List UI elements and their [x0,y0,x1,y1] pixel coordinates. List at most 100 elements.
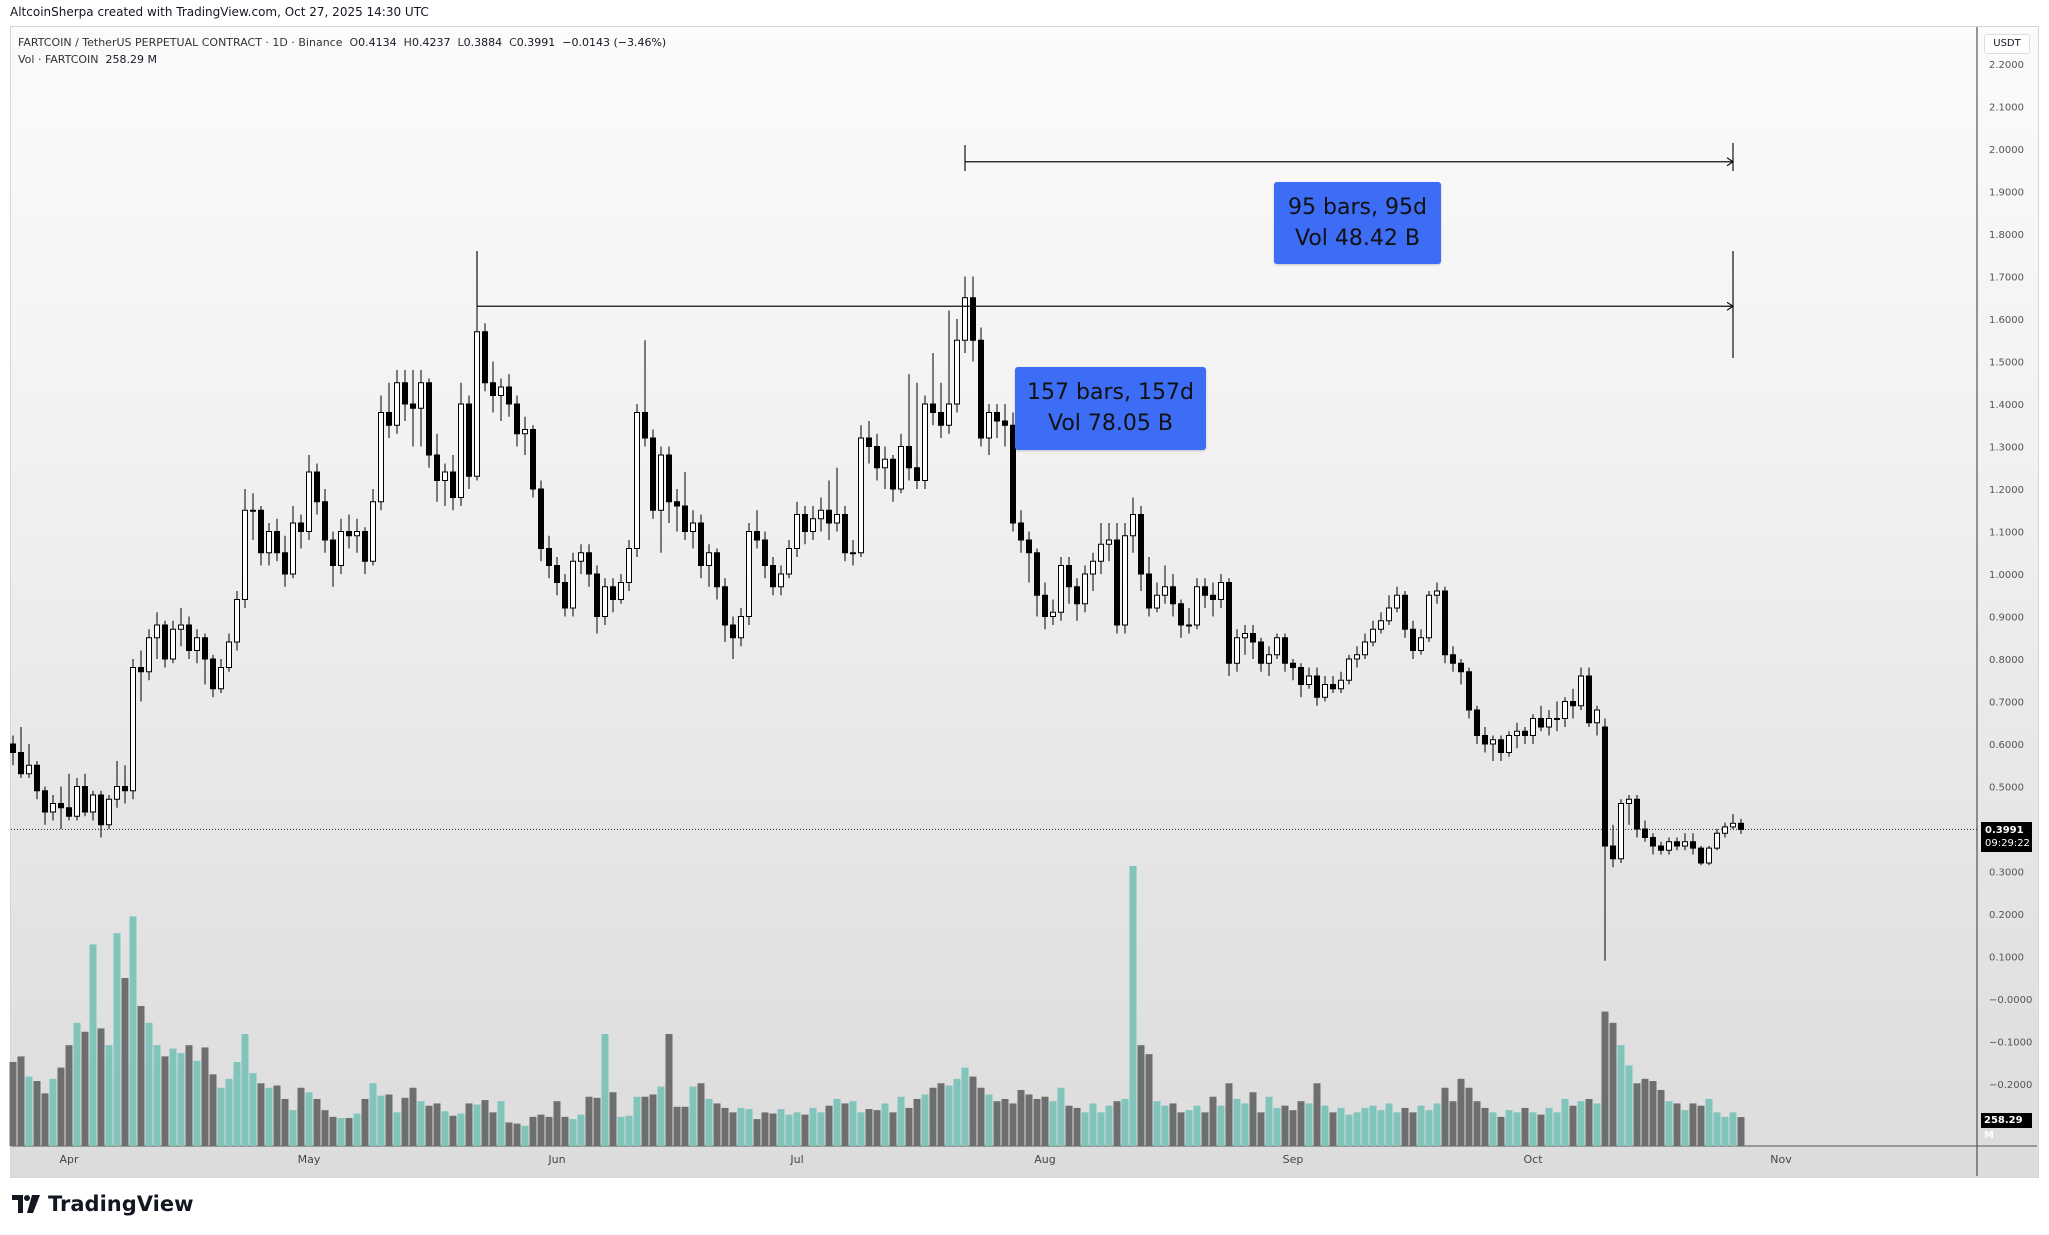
candle-up[interactable] [1082,573,1088,605]
candle-down[interactable] [1410,628,1416,651]
candle-down[interactable] [714,552,720,588]
candle-down[interactable] [1170,586,1176,605]
candle-down[interactable] [162,624,168,660]
candle-down[interactable] [330,539,336,566]
candle-down[interactable] [482,331,488,384]
candle-down[interactable] [874,446,880,469]
candle-down[interactable] [642,412,648,439]
candle-up[interactable] [1386,607,1392,622]
candle-up[interactable] [1394,594,1400,609]
candle-up[interactable] [1234,637,1240,664]
candle-up[interactable] [1682,841,1688,847]
candle-down[interactable] [938,412,944,426]
candle-down[interactable] [1146,573,1152,609]
candle-down[interactable] [10,743,16,753]
candle-up[interactable] [1338,679,1344,690]
candle-up[interactable] [1514,730,1520,736]
candle-down[interactable] [1042,594,1048,617]
candle-down[interactable] [1458,662,1464,673]
candle-up[interactable] [1098,543,1104,562]
candle-up[interactable] [146,637,152,673]
candle-down[interactable] [666,454,672,503]
candle-down[interactable] [1210,594,1216,600]
candle-up[interactable] [354,531,360,537]
candle-down[interactable] [1698,847,1704,864]
candle-up[interactable] [522,429,528,435]
candle-down[interactable] [546,548,552,566]
candle-up[interactable] [618,582,624,600]
candle-down[interactable] [1442,590,1448,656]
candle-up[interactable] [194,637,200,651]
candle-down[interactable] [1450,654,1456,664]
currency-selector[interactable]: USDT [1984,34,2030,54]
candle-up[interactable] [1154,594,1160,609]
candle-up[interactable] [178,624,184,630]
candle-down[interactable] [682,505,688,532]
candle-up[interactable] [1418,637,1424,651]
candle-down[interactable] [490,382,496,396]
volume-label[interactable]: Vol · FARTCOIN [18,53,99,66]
candle-up[interactable] [922,403,928,481]
candle-down[interactable] [122,786,128,792]
candle-up[interactable] [1370,628,1376,643]
candle-up[interactable] [850,552,856,555]
candle-down[interactable] [1074,586,1080,605]
candle-up[interactable] [1706,847,1712,864]
candle-up[interactable] [818,509,824,520]
candle-down[interactable] [1674,841,1680,847]
candle-up[interactable] [786,548,792,575]
candle-down[interactable] [202,637,208,660]
candle-down[interactable] [210,658,216,690]
tradingview-logo[interactable]: TradingView [12,1192,193,1216]
candle-down[interactable] [1226,582,1232,664]
chart-panel[interactable] [10,26,2039,1178]
candle-down[interactable] [466,403,472,477]
candle-up[interactable] [1090,560,1096,575]
candle-up[interactable] [1122,535,1128,626]
candle-down[interactable] [770,565,776,588]
candle-down[interactable] [1634,798,1640,830]
candle-down[interactable] [842,514,848,554]
candle-up[interactable] [810,518,816,532]
symbol-title[interactable]: FARTCOIN / TetherUS PERPETUAL CONTRACT ·… [18,36,343,49]
candle-down[interactable] [1330,684,1336,690]
candle-down[interactable] [514,403,520,435]
candle-up[interactable] [250,509,256,512]
candle-down[interactable] [298,522,304,532]
candle-up[interactable] [26,764,32,775]
candle-up[interactable] [1242,633,1248,639]
candle-up[interactable] [370,501,376,562]
candle-up[interactable] [1434,590,1440,596]
candle-down[interactable] [34,764,40,792]
candle-up[interactable] [898,446,904,490]
candle-down[interactable] [66,807,72,817]
candle-up[interactable] [690,522,696,532]
candle-up[interactable] [738,616,744,639]
candle-down[interactable] [1586,675,1592,724]
candle-down[interactable] [1178,603,1184,626]
candle-up[interactable] [498,386,504,396]
candle-down[interactable] [1026,539,1032,554]
candle-down[interactable] [1202,586,1208,596]
candle-up[interactable] [130,667,136,792]
candle-up[interactable] [1730,822,1736,828]
candle-down[interactable] [402,382,408,405]
candle-down[interactable] [722,586,728,626]
candle-down[interactable] [890,458,896,490]
candle-down[interactable] [978,339,984,439]
candle-up[interactable] [1618,803,1624,860]
candle-up[interactable] [746,531,752,617]
candle-up[interactable] [634,412,640,549]
candle-up[interactable] [1506,735,1512,753]
candle-up[interactable] [834,514,840,524]
candle-up[interactable] [218,667,224,690]
candle-down[interactable] [18,752,24,775]
candle-up[interactable] [1050,611,1056,617]
candle-up[interactable] [570,560,576,609]
candle-up[interactable] [106,798,112,826]
measure-box-95[interactable]: 95 bars, 95d Vol 48.42 B [1274,182,1441,264]
candle-down[interactable] [386,412,392,426]
candle-down[interactable] [674,501,680,507]
candle-up[interactable] [226,641,232,668]
candle-down[interactable] [754,531,760,541]
